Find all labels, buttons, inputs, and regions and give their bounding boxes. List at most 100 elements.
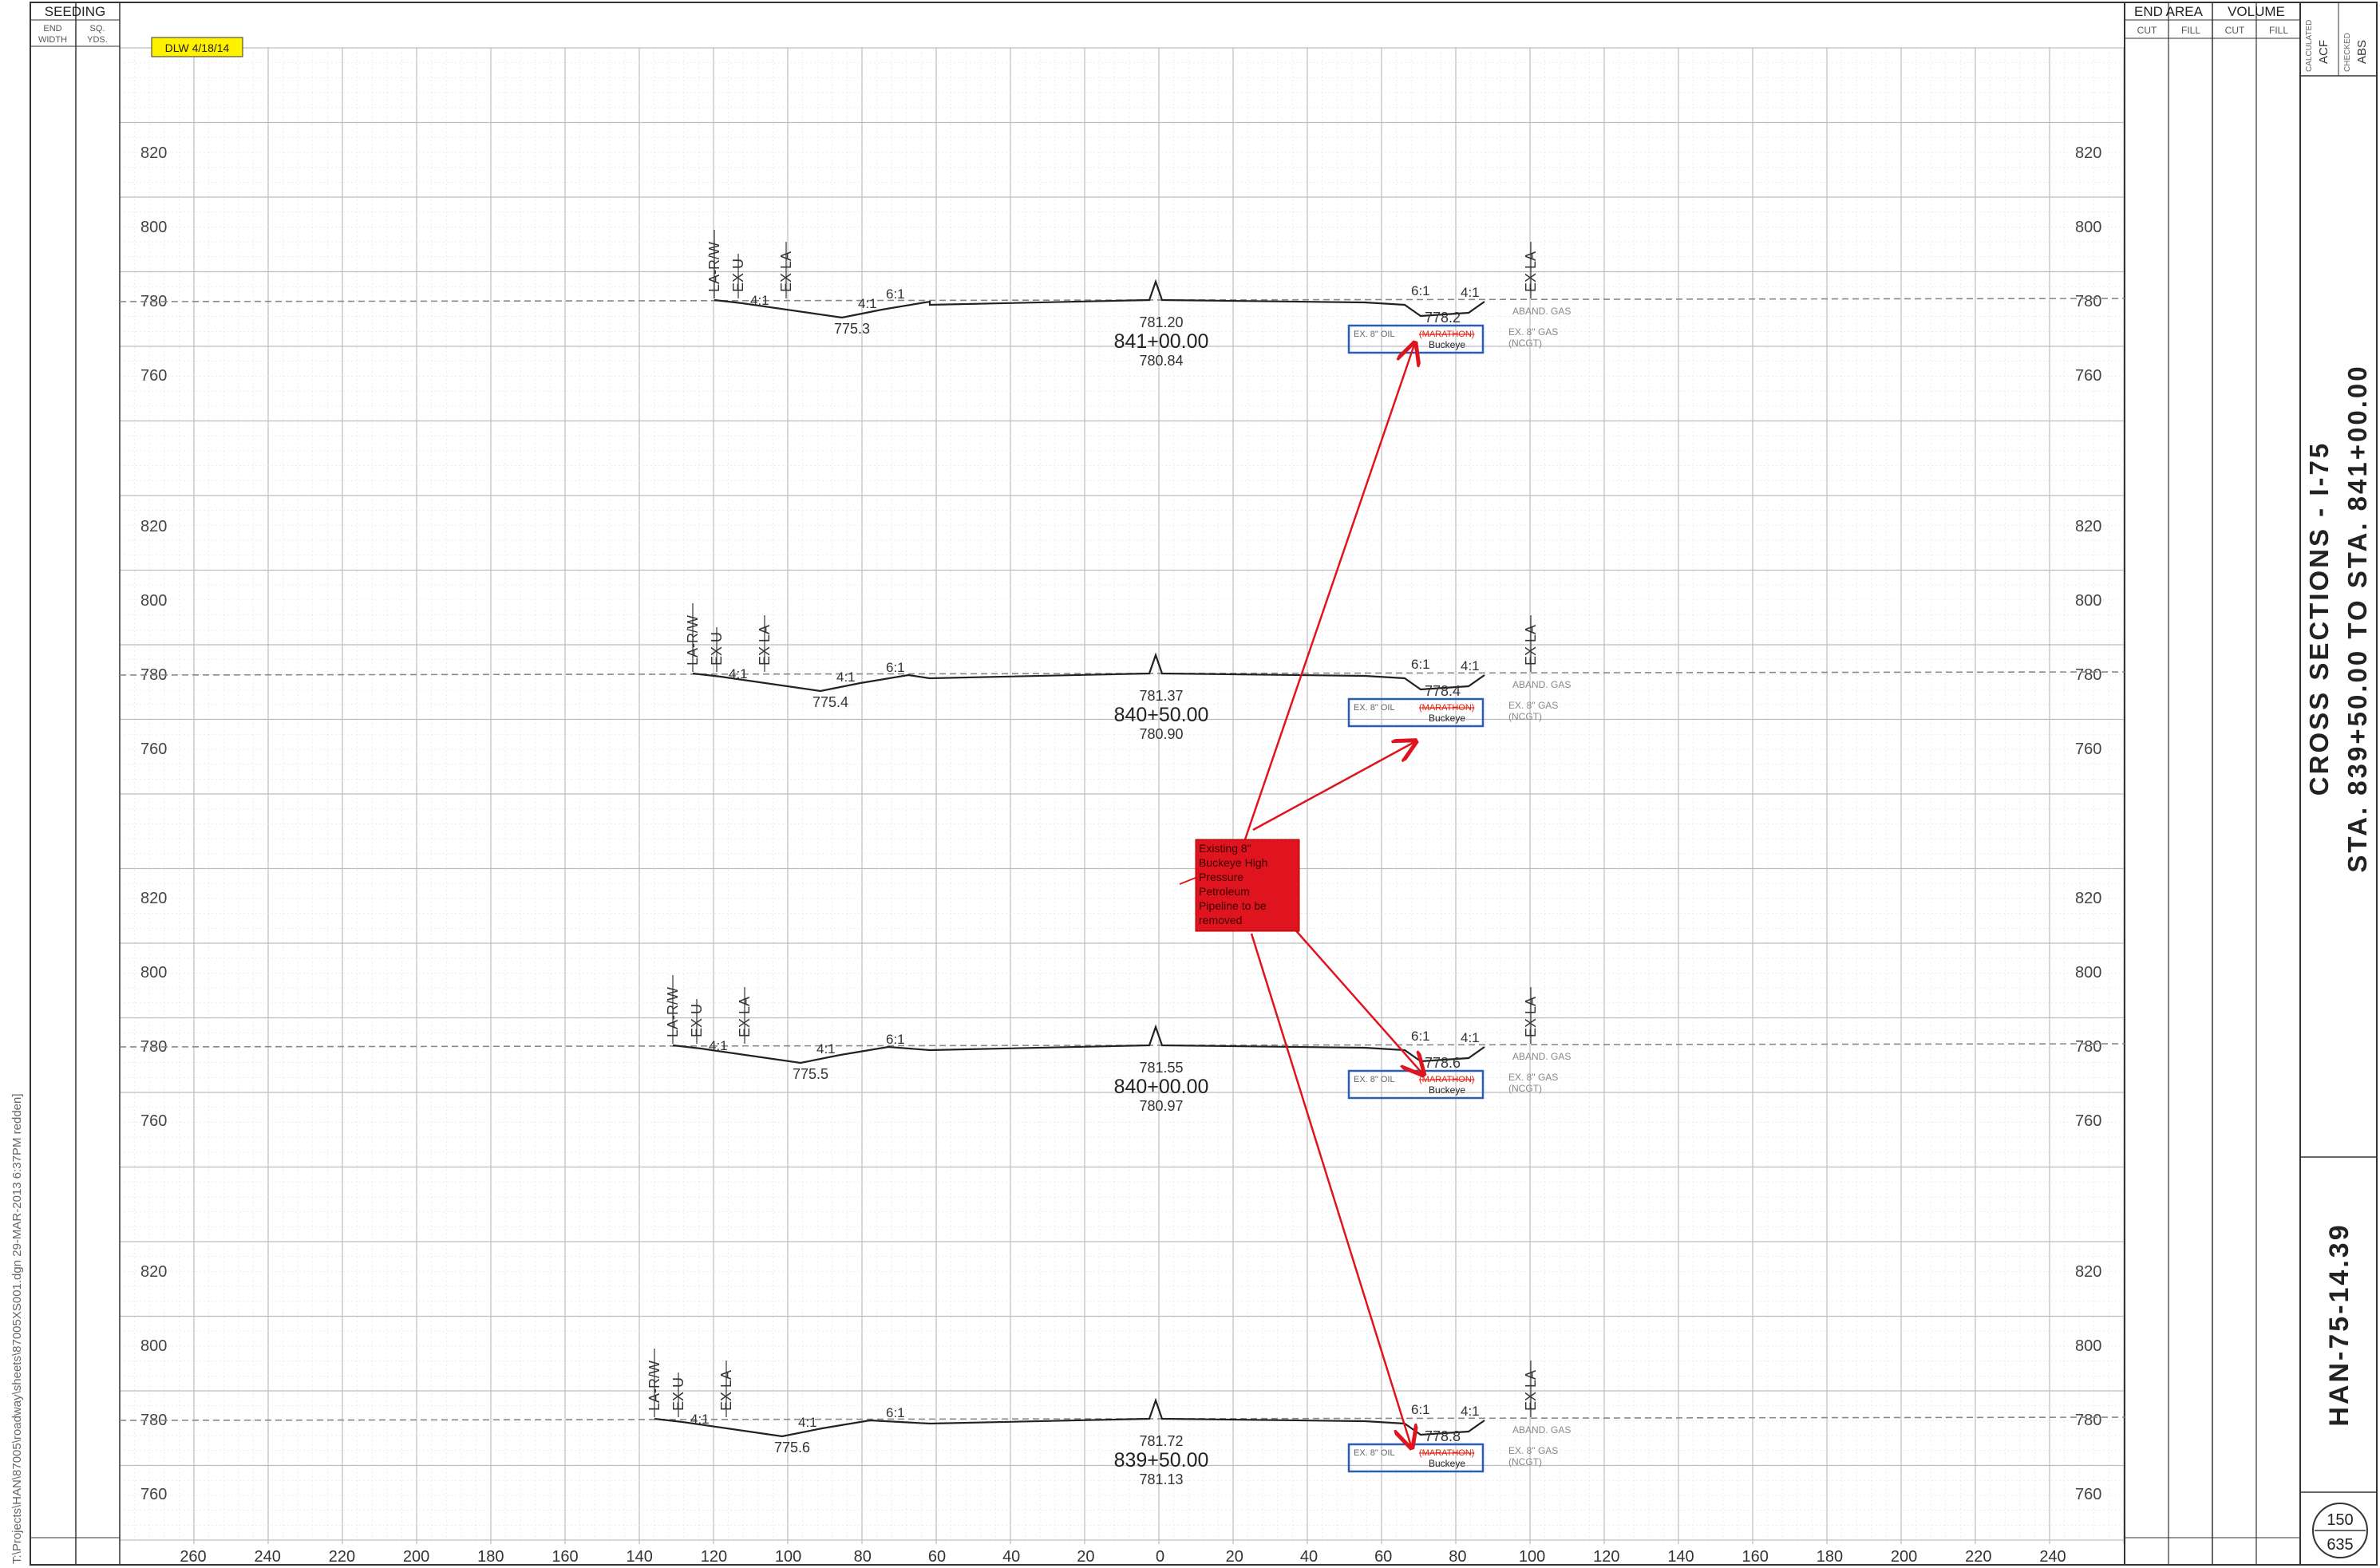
pipeline-annotation: Existing 8" Buckeye High Pressure Petrol… (1179, 345, 1422, 1446)
station-label: 841+00.00 (1114, 330, 1209, 353)
elevation-label: 820 (140, 1263, 167, 1281)
existing-ground-line (119, 1043, 2125, 1048)
elevation-label: 800 (140, 964, 167, 981)
annotation-box (1195, 839, 1300, 932)
x-tick-label: 120 (1593, 1548, 1619, 1566)
station-label: 840+00.00 (1114, 1076, 1209, 1098)
vertical-label: EX U (670, 1377, 686, 1411)
elevation-label: 760 (2075, 367, 2101, 385)
ex-gas-label: EX. 8" GAS (1508, 700, 1558, 711)
elevation-label: 760 (140, 1112, 167, 1130)
elevation-label: 800 (140, 219, 167, 236)
seeding-col1-b: WIDTH (38, 35, 67, 45)
right-low-elevation: 778.8 (1425, 1428, 1461, 1444)
project-id: HAN-75-14.39 (2324, 1222, 2354, 1426)
x-tick-label: 200 (1891, 1548, 1917, 1566)
x-tick-label: 240 (255, 1548, 281, 1566)
volume-fill: FILL (2269, 25, 2288, 36)
annotation-arrow-1 (1243, 345, 1414, 840)
slope-label: 4:1 (836, 669, 856, 685)
aband-gas-label: ABAND. GAS (1512, 1424, 1571, 1436)
x-tick-label: 80 (854, 1548, 872, 1566)
x-tick-label: 200 (403, 1548, 429, 1566)
buckeye-label: Buckeye (1429, 1084, 1465, 1096)
ncgt-label: (NCGT) (1508, 1083, 1542, 1094)
elevation-label: 820 (2075, 1263, 2101, 1281)
buckeye-label: Buckeye (1429, 713, 1465, 724)
slope-label: 4:1 (816, 1041, 836, 1057)
elevation-label: 760 (2075, 1486, 2101, 1503)
elevation-label: 760 (2075, 1112, 2101, 1130)
seeding-title: SEEDING (45, 4, 106, 19)
x-tick-label: 100 (1519, 1548, 1545, 1566)
vertical-label: EX LA (1523, 625, 1539, 666)
review-stamp: DLW 4/18/14 (151, 37, 243, 57)
sheet-title-line1: CROSS SECTIONS - I-75 (2304, 441, 2334, 796)
utility-box (1347, 697, 1485, 728)
x-tick-label: 140 (627, 1548, 653, 1566)
slope-label: 6:1 (886, 286, 905, 302)
elevation-label: 800 (2075, 1337, 2101, 1355)
proposed-profile (692, 652, 1485, 693)
title-block: CALCULATED ACF CHECKED ABS CROSS SECTION… (2304, 20, 2372, 1558)
annotation-arrow-3 (1292, 926, 1422, 1073)
vertical-label: EX LA (1523, 997, 1539, 1037)
x-tick-label: 120 (701, 1548, 727, 1566)
x-tick-label: 40 (1002, 1548, 1020, 1566)
vertical-label: LA-R/W (706, 242, 722, 292)
vertical-label: LA-R/W (685, 615, 701, 666)
x-tick-label: 60 (1374, 1548, 1392, 1566)
elevation-label: 780 (2075, 1412, 2101, 1429)
vertical-label: LA-R/W (646, 1361, 662, 1411)
ex-oil-label: EX. 8" OIL (1354, 1448, 1395, 1458)
x-tick-label: 140 (1667, 1548, 1694, 1566)
centerline-elevation: 781.55 (1139, 1060, 1183, 1076)
centerline-elevation: 781.72 (1139, 1433, 1183, 1449)
sheet-number-circle (2312, 1503, 2368, 1558)
quantities-header: END AREA CUT FILL VOLUME CUT FILL (2125, 4, 2300, 39)
left-low-elevation: 775.5 (793, 1066, 828, 1082)
vertical-label: EX LA (757, 625, 773, 666)
existing-ground-line (119, 1416, 2125, 1421)
elevation-label: 820 (140, 518, 167, 535)
slope-label: 6:1 (886, 660, 905, 675)
elevation-label: 820 (2075, 518, 2101, 535)
elevation-label: 800 (2075, 964, 2101, 981)
annotation-text-2: Buckeye High (1199, 856, 1267, 869)
x-tick-label: 0 (1156, 1548, 1164, 1566)
x-tick-label: 260 (180, 1548, 206, 1566)
x-tick-label: 180 (1817, 1548, 1843, 1566)
x-tick-label: 40 (1300, 1548, 1318, 1566)
ditch-elevation: 780.90 (1139, 726, 1183, 742)
ex-gas-label: EX. 8" GAS (1508, 1445, 1558, 1456)
end-area-cut: CUT (2137, 25, 2157, 36)
slope-label: 4:1 (798, 1415, 817, 1430)
ditch-elevation: 780.97 (1139, 1098, 1183, 1114)
slope-label: 6:1 (1411, 657, 1430, 672)
x-tick-label: 20 (1226, 1548, 1243, 1566)
left-low-elevation: 775.3 (834, 321, 870, 337)
slope-label: 4:1 (729, 666, 748, 681)
vertical-label: EX LA (1523, 1370, 1539, 1411)
elevation-label: 820 (140, 144, 167, 162)
slope-label: 6:1 (1411, 283, 1430, 298)
sheet-number: 150 (2327, 1511, 2353, 1529)
vertical-label: EX U (730, 259, 746, 292)
elevation-label: 760 (140, 1486, 167, 1503)
oil-owner-struck: (MARATHON) (1419, 1075, 1474, 1084)
left-low-elevation: 775.4 (812, 694, 848, 710)
plot-grid (119, 47, 2125, 1544)
annotation-text-5: Pipeline to be (1199, 899, 1267, 912)
volume-cut: CUT (2225, 25, 2245, 36)
station-label: 839+50.00 (1114, 1449, 1209, 1471)
x-tick-label: 20 (1077, 1548, 1094, 1566)
sheet-title-line2: STA. 839+50.00 TO STA. 841+00.00 (2342, 364, 2372, 872)
ex-oil-label: EX. 8" OIL (1354, 1075, 1395, 1084)
oil-owner-struck: (MARATHON) (1419, 703, 1474, 713)
station-label: 840+50.00 (1114, 704, 1209, 726)
elevation-label: 780 (2075, 1038, 2101, 1056)
annotation-arrow-5 (1179, 877, 1196, 885)
x-tick-label: 220 (1965, 1548, 1991, 1566)
proposed-profile (714, 278, 1485, 319)
